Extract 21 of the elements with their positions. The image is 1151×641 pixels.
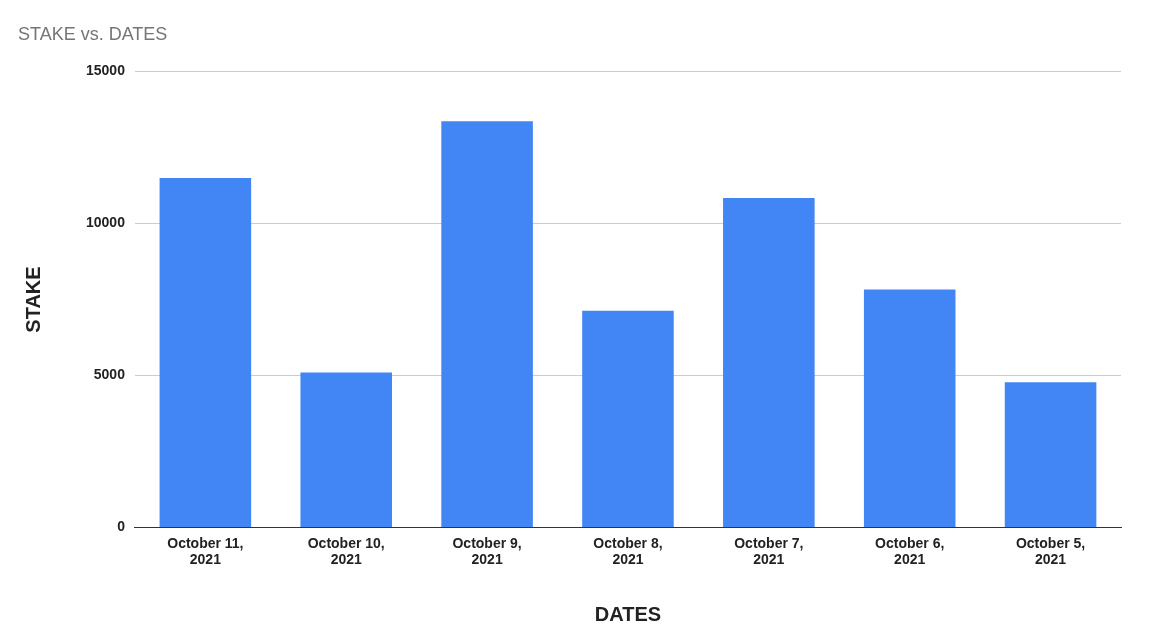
bar bbox=[300, 372, 393, 527]
x-tick-label: October 8, 2021 bbox=[593, 534, 663, 568]
y-axis-title: STAKE bbox=[21, 266, 44, 333]
bar bbox=[723, 198, 815, 527]
x-tick-label: October 9, 2021 bbox=[452, 534, 522, 568]
x-tick-label: October 7, 2021 bbox=[734, 534, 804, 568]
bar bbox=[1004, 382, 1097, 527]
y-tick-label: 15000 bbox=[85, 62, 126, 79]
chart-title: STAKE vs. DATES bbox=[18, 23, 168, 44]
bar bbox=[159, 177, 252, 527]
x-axis-title: DATES bbox=[594, 602, 662, 625]
y-tick-label: 0 bbox=[117, 518, 126, 535]
bar bbox=[582, 310, 674, 527]
x-tick-label: October 6, 2021 bbox=[875, 534, 945, 568]
bar bbox=[441, 121, 533, 527]
bar bbox=[863, 289, 956, 527]
y-tick-label: 5000 bbox=[93, 366, 126, 383]
x-tick-label: October 11, 2021 bbox=[167, 534, 244, 568]
x-tick-label: October 10, 2021 bbox=[307, 534, 385, 568]
y-tick-label: 10000 bbox=[85, 214, 126, 231]
x-tick-label: October 5, 2021 bbox=[1015, 534, 1086, 568]
